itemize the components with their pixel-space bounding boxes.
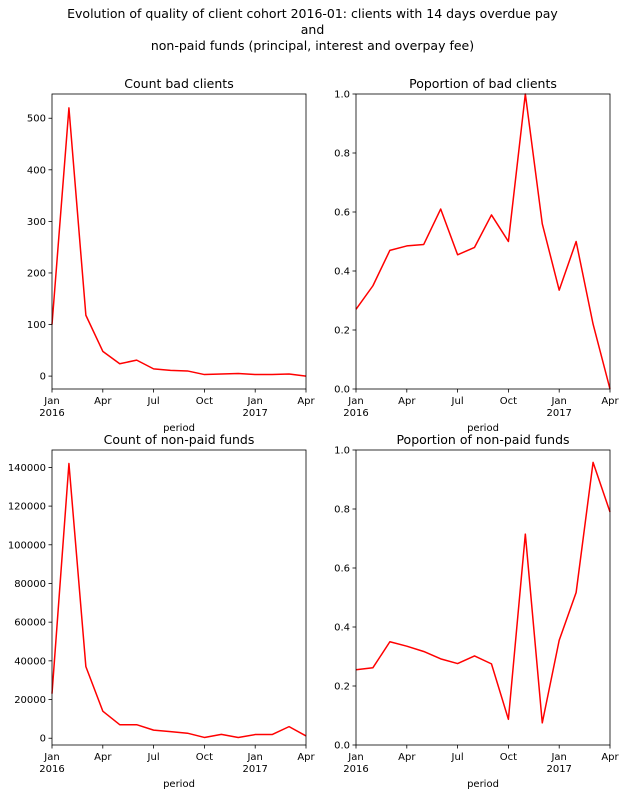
x-tick-label: Oct xyxy=(500,752,517,763)
subplot-1: Count bad clients0100200300400500Jan2016… xyxy=(27,76,316,434)
x-tick-label: Jan xyxy=(43,396,59,407)
x-tick-label: Oct xyxy=(500,396,517,407)
y-tick-label: 1.0 xyxy=(334,90,350,101)
series-line xyxy=(355,461,611,724)
y-tick-label: 500 xyxy=(27,114,46,125)
x-tick-label: Apr xyxy=(94,396,112,407)
y-tick-label: 0.4 xyxy=(334,267,350,278)
figure-title-line-2: and xyxy=(300,22,325,37)
x-tick-label: Jan xyxy=(550,396,566,407)
y-tick-label: 400 xyxy=(27,165,46,176)
x-axis-label: period xyxy=(467,779,499,790)
x-tick-label: Jul xyxy=(147,396,160,407)
y-tick-label: 0.2 xyxy=(334,682,350,693)
y-tick-label: 0.8 xyxy=(334,149,350,160)
x-tick-label: Jul xyxy=(451,396,464,407)
y-tick-label: 60000 xyxy=(14,618,46,629)
y-tick-label: 40000 xyxy=(14,656,46,667)
x-tick-label: Oct xyxy=(196,396,213,407)
x-tick-label: Jan xyxy=(347,396,363,407)
x-tick-year-label: 2016 xyxy=(343,764,368,775)
subplot-title: Poportion of bad clients xyxy=(409,76,557,91)
x-tick-label: Oct xyxy=(196,752,213,763)
x-tick-label: Apr xyxy=(297,396,315,407)
x-axis-label: period xyxy=(163,423,195,434)
y-tick-label: 120000 xyxy=(8,502,46,513)
y-tick-label: 0.2 xyxy=(334,326,350,337)
y-tick-label: 0.6 xyxy=(334,208,350,219)
x-tick-year-label: 2017 xyxy=(242,408,267,419)
y-tick-label: 200 xyxy=(27,268,46,279)
figure-title: Evolution of quality of client cohort 20… xyxy=(0,6,625,54)
x-tick-year-label: 2016 xyxy=(343,408,368,419)
x-tick-label: Apr xyxy=(601,752,619,763)
x-tick-year-label: 2017 xyxy=(546,408,571,419)
axes-frame xyxy=(51,93,307,390)
x-tick-label: Jan xyxy=(43,752,59,763)
y-tick-label: 0.8 xyxy=(334,505,350,516)
series-line xyxy=(355,93,611,390)
y-tick-label: 80000 xyxy=(14,579,46,590)
x-tick-label: Jul xyxy=(147,752,160,763)
y-tick-label: 0.4 xyxy=(334,623,350,634)
y-tick-label: 140000 xyxy=(8,463,46,474)
x-tick-label: Apr xyxy=(94,752,112,763)
subplot-title: Count of non-paid funds xyxy=(104,432,255,447)
y-tick-label: 100000 xyxy=(8,540,46,551)
series-line xyxy=(51,107,307,377)
figure-title-line-3: non-paid funds (principal, interest and … xyxy=(150,38,475,53)
x-tick-label: Apr xyxy=(398,396,416,407)
y-tick-label: 300 xyxy=(27,217,46,228)
y-tick-label: 0.0 xyxy=(334,741,350,752)
subplot-3: Count of non-paid funds 0 20000 40000 60000 8… xyxy=(8,432,316,790)
x-tick-label: Jan xyxy=(246,396,262,407)
figure-title-line-1: Evolution of quality of client cohort 20… xyxy=(67,6,558,21)
x-tick-label: Apr xyxy=(398,752,416,763)
x-tick-year-label: 2017 xyxy=(242,764,267,775)
series-line xyxy=(51,462,307,739)
x-axis-label: period xyxy=(163,779,195,790)
x-tick-year-label: 2017 xyxy=(546,764,571,775)
x-tick-label: Jan xyxy=(550,752,566,763)
y-tick-label: 0 xyxy=(40,372,46,383)
y-tick-label: 0.0 xyxy=(334,385,350,396)
x-tick-year-label: 2016 xyxy=(39,764,64,775)
x-tick-year-label: 2016 xyxy=(39,408,64,419)
subplot-title: Count bad clients xyxy=(124,76,233,91)
y-tick-label: 20000 xyxy=(14,695,46,706)
y-tick-label: 1.0 xyxy=(334,446,350,457)
x-tick-label: Apr xyxy=(297,752,315,763)
y-tick-label: 0.6 xyxy=(334,564,350,575)
axes-frame xyxy=(355,93,611,390)
y-tick-label: 0 xyxy=(40,734,46,745)
x-tick-label: Apr xyxy=(601,396,619,407)
y-tick-label: 100 xyxy=(27,320,46,331)
x-axis-label: period xyxy=(467,423,499,434)
subplot-4: Poportion of non-paid funds 0.0 0.2 0.4 0.6 0… xyxy=(334,432,619,790)
x-tick-label: Jan xyxy=(246,752,262,763)
axes-frame xyxy=(355,449,611,746)
x-tick-label: Jul xyxy=(451,752,464,763)
subplot-title: Poportion of non-paid funds xyxy=(396,432,569,447)
subplot-2: Poportion of bad clients 0.0 0.2 0.4 0.6 0.8 1… xyxy=(334,76,619,434)
axes-frame xyxy=(51,449,307,746)
x-tick-label: Jan xyxy=(347,752,363,763)
